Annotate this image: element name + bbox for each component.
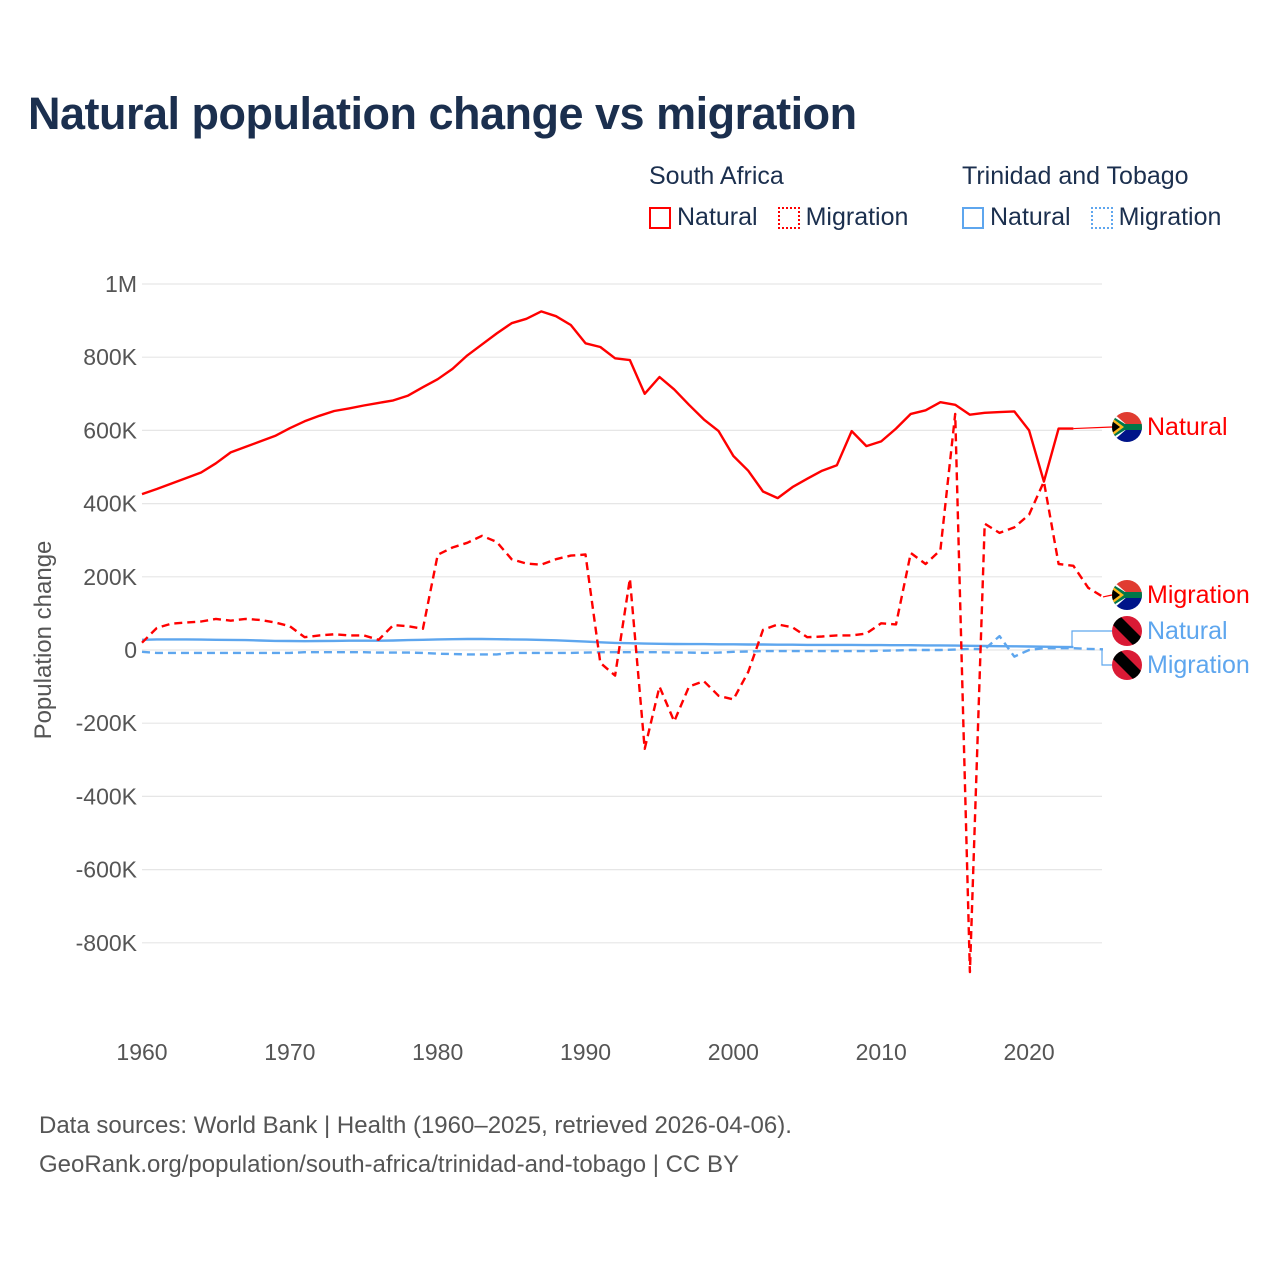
y-axis-title: Population change: [30, 541, 57, 740]
end-label-group: Natural: [1073, 412, 1228, 442]
legend-country: South Africa: [649, 162, 784, 190]
flag-black: [1112, 616, 1142, 646]
label-connector: [1071, 630, 1112, 648]
trinidad-and-tobago-flag-icon: [1112, 650, 1142, 680]
end-label: Migration: [1147, 651, 1250, 679]
trinidad-and-tobago-flag-icon: [1112, 616, 1142, 646]
south-africa-flag-icon: [1112, 580, 1142, 610]
solid-swatch-icon: [962, 206, 984, 229]
legend-group-south-africa: South Africa Natural Migration: [649, 162, 908, 232]
end-label: Natural: [1147, 413, 1228, 441]
series-line-south-africa-migration: [141, 412, 1104, 974]
y-tick-label: -200K: [76, 710, 138, 736]
end-label-group: Migration: [1101, 649, 1250, 680]
flag-body: [1112, 650, 1142, 680]
data-source-note: Data sources: World Bank | Health (1960–…: [39, 1112, 792, 1139]
x-tick-label: 1980: [412, 1039, 463, 1065]
y-tick-label: 400K: [83, 491, 137, 517]
flag-body: [1112, 412, 1142, 442]
y-tick-label: 600K: [83, 417, 137, 443]
flag-black: [1112, 421, 1120, 433]
dotted-swatch-icon: [1090, 206, 1113, 229]
y-tick-label: 0: [124, 637, 137, 663]
y-tick-label: -600K: [76, 857, 138, 883]
x-tick-label: 2010: [856, 1039, 907, 1065]
legend-item-sa-migration[interactable]: Migration: [777, 203, 909, 232]
label-connector: [1102, 594, 1113, 598]
chart-title: Natural population change vs migration: [28, 88, 857, 139]
dotted-swatch-icon: [777, 206, 800, 229]
flag-green: [1112, 416, 1142, 438]
flag-black: [1112, 589, 1120, 601]
end-label: Natural: [1147, 617, 1228, 645]
series-line-south-africa-natural: [141, 310, 1074, 500]
x-tick-label: 2000: [708, 1039, 759, 1065]
end-label-group: Migration: [1102, 580, 1250, 610]
legend-item-sa-natural[interactable]: Natural: [649, 203, 758, 232]
legend-group-trinidad-and-tobago: Trinidad and Tobago Natural Migration: [962, 162, 1221, 232]
series-line-trinidad-and-tobago-natural: [141, 637, 1074, 649]
x-tick-label: 1990: [560, 1039, 611, 1065]
legend-label: Migration: [805, 203, 909, 231]
legend-label: Natural: [677, 203, 758, 231]
source-link[interactable]: GeoRank.org/population/south-africa/trin…: [39, 1151, 739, 1178]
series-line-trinidad-and-tobago-migration: [141, 634, 1104, 658]
end-label-group: Natural: [1071, 616, 1228, 648]
end-label: Migration: [1147, 581, 1250, 609]
x-tick-label: 1960: [116, 1039, 167, 1065]
label-connector: [1073, 426, 1113, 430]
solid-swatch-icon: [649, 206, 671, 229]
footer: Data sources: World Bank | Health (1960–…: [39, 1106, 792, 1184]
south-africa-flag-icon: [1112, 412, 1142, 442]
legend-item-tt-migration[interactable]: Migration: [1090, 203, 1222, 232]
y-tick-label: 200K: [83, 564, 137, 590]
legend-item-tt-natural[interactable]: Natural: [962, 203, 1071, 232]
y-tick-label: 1M: [105, 271, 137, 297]
y-tick-label: -400K: [76, 783, 138, 809]
flag-black: [1112, 650, 1142, 680]
flag-body: [1112, 580, 1142, 610]
label-connector: [1101, 649, 1112, 666]
y-tick-label: -800K: [76, 930, 138, 956]
x-tick-label: 2020: [1003, 1039, 1054, 1065]
y-tick-label: 800K: [83, 344, 137, 370]
flag-green: [1112, 584, 1142, 606]
legend-label: Natural: [990, 203, 1071, 231]
x-tick-label: 1970: [264, 1039, 315, 1065]
legend-label: Migration: [1118, 203, 1222, 231]
flag-body: [1112, 616, 1142, 646]
legend-country: Trinidad and Tobago: [962, 162, 1189, 190]
